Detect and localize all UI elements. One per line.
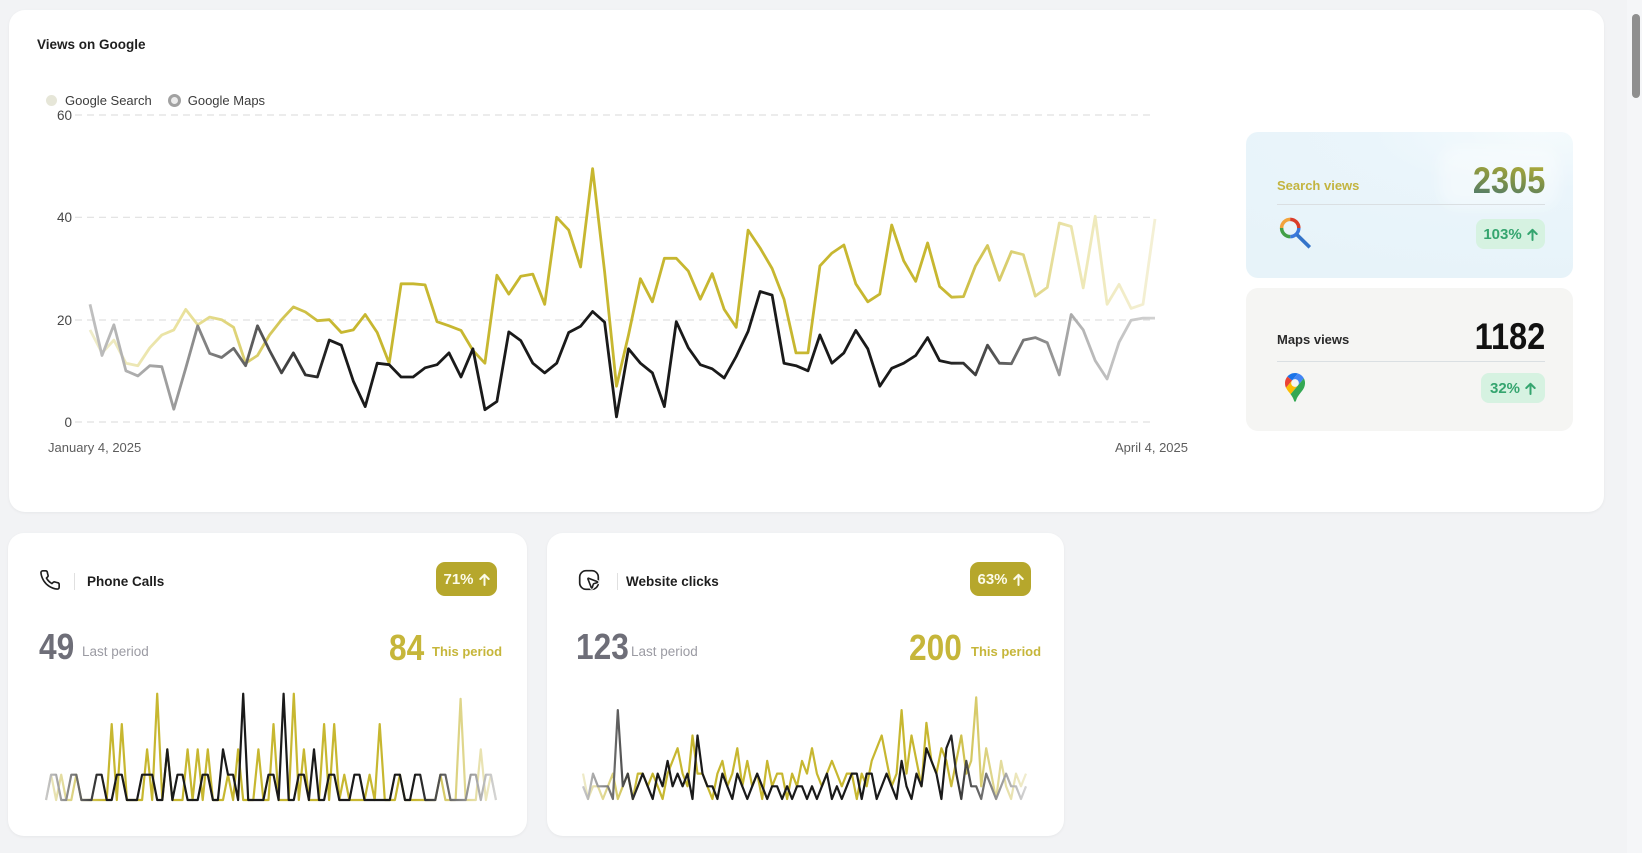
svg-text:January 4, 2025: January 4, 2025 (48, 440, 141, 455)
svg-text:April 4, 2025: April 4, 2025 (1115, 440, 1188, 455)
svg-text:40: 40 (57, 210, 72, 225)
svg-text:0: 0 (64, 415, 72, 430)
svg-text:20: 20 (57, 313, 72, 328)
svg-text:60: 60 (57, 108, 72, 123)
